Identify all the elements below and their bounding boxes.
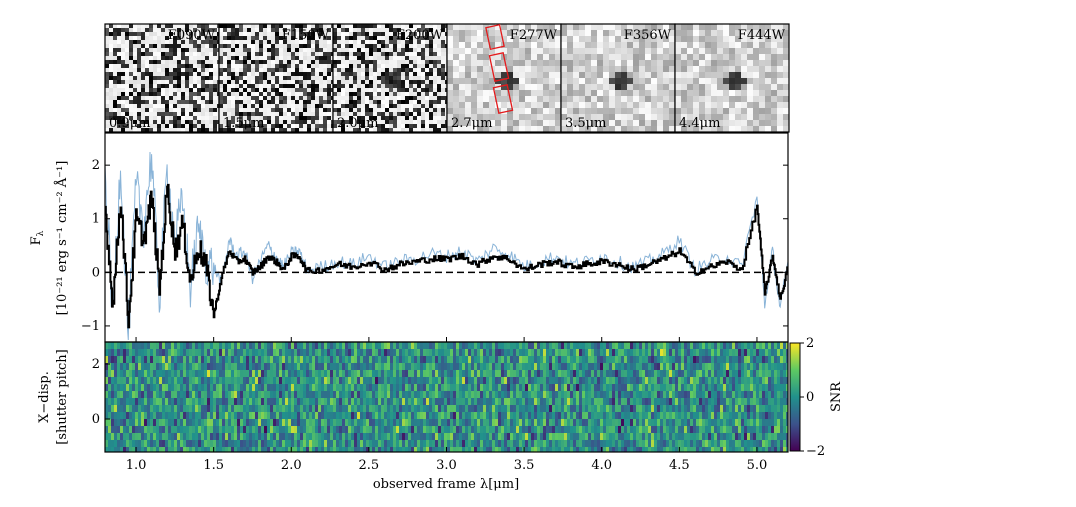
x-tick-label: 4.5 [669,458,690,473]
heatmap-ylabel: X−disp. [shutter pitch] [37,349,70,444]
spectrum-panel: −1 0 1 2 [81,133,788,342]
wavelength-label: 3.5μm [565,116,606,131]
y-tick-label: 0 [92,412,100,427]
x-tick-label: 2.0 [281,458,302,473]
y-tick-label: 0 [92,265,100,280]
wavelength-label: 2.0μm [337,116,378,131]
colorbar-label: SNR [829,381,844,412]
x-tick-label: 4.0 [591,458,612,473]
cutout-f150w: F150W 1.5μm [218,23,335,133]
x-tick-label: 3.0 [436,458,457,473]
binned-spectrum-line [105,183,788,329]
colorbar: −2 0 2 SNR [789,336,844,459]
cutout-f444w: F444W 4.4μm [674,23,790,133]
x-tick-label: 1.5 [203,458,224,473]
cutout-f277w: F277W 2.7μm [446,23,562,133]
cutout-panels: F090W 0.9μm F150W 1.5μm F200W 2.0μm F277W 2.7μm… [104,23,790,133]
cutout-f356w: F356W 3.5μm [560,23,676,133]
y-tick-label: 2 [92,158,100,173]
filter-label: F150W [282,28,330,43]
cutout-f200w: F200W 2.0μm [332,23,449,133]
y-tick-label: −1 [81,319,100,334]
wavelength-label: 4.4μm [679,116,720,131]
filter-label: F356W [624,28,672,43]
colorbar-tick-label: −2 [806,444,825,459]
heatmap-panel: 0 2 1.0 1.5 2.0 2.5 3.0 3.5 4.0 4.5 5.0 [92,337,788,473]
filter-label: F277W [510,28,558,43]
wavelength-label: 1.5μm [223,116,264,131]
wavelength-label: 2.7μm [451,116,492,131]
x-tick-label: 2.5 [359,458,380,473]
filter-label: F090W [168,28,216,43]
y-tick-label: 2 [92,357,100,372]
y-tick-label: 1 [92,212,100,227]
x-tick-label: 3.5 [514,458,535,473]
x-tick-label: 1.0 [126,458,147,473]
spectrum-ylabel: Fλ [10⁻²¹ erg s⁻¹ cm⁻² Å⁻¹] [29,161,70,316]
x-axis-label: observed frame λ[μm] [373,477,519,492]
x-tick-label: 5.0 [747,458,768,473]
colorbar-tick-label: 2 [806,336,814,351]
wavelength-label: 0.9μm [109,116,150,131]
filter-label: F200W [396,28,444,43]
slit-overlay [485,24,514,114]
cutout-f090w: F090W 0.9μm [104,23,221,133]
heatmap-frame [104,341,789,453]
colorbar-tick-label: 0 [806,390,814,405]
filter-label: F444W [738,28,786,43]
